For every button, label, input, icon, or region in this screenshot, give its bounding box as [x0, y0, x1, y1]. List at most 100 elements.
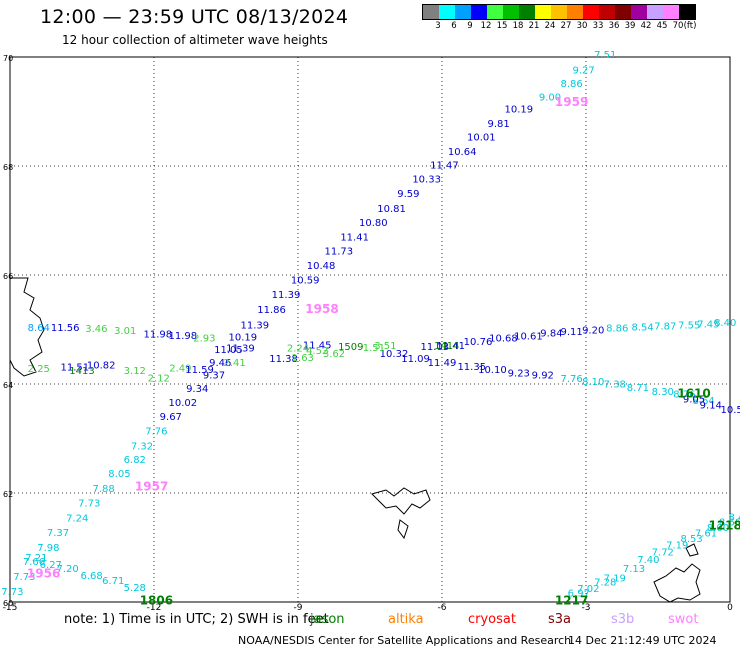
wave-height-value: 8.86	[560, 79, 582, 90]
wave-height-color-scale: 3 6 9 12 15 18 21 24 27 30 33 36 39 42 45 70 (ft)	[422, 4, 696, 33]
wave-height-value: 7.20	[56, 564, 78, 575]
wave-height-value: 7.72	[652, 548, 674, 559]
wave-height-value: 8.86	[606, 324, 628, 335]
wave-height-value: 11.98	[168, 331, 197, 342]
color-scale-label: 45	[656, 21, 668, 31]
wave-height-value: 10.19	[504, 105, 533, 116]
wave-height-value: 8.54	[632, 323, 654, 334]
wave-height-value: 7.28	[594, 578, 616, 589]
wave-height-value: 8.30	[652, 387, 674, 398]
wave-height-value: 6.27	[40, 560, 62, 571]
color-scale-label: 39	[624, 21, 636, 31]
wave-height-value: 3.62	[323, 349, 345, 360]
color-scale-label: 36	[608, 21, 620, 31]
footer-note: note: 1) Time is in UTC; 2) SWH is in fe…	[64, 612, 329, 627]
lon-label: -15	[3, 603, 18, 613]
wave-height-value: 11.73	[324, 246, 353, 257]
satellite-legend-swot: swot	[668, 612, 699, 627]
wave-height-value: 9.11	[560, 327, 582, 338]
wave-height-value: 6.82	[124, 455, 146, 466]
pass-time-label: 1957	[135, 479, 168, 493]
color-swatch	[439, 5, 455, 19]
color-scale-label: 30	[576, 21, 588, 31]
wave-height-value: 4.52	[306, 346, 328, 357]
color-scale-label: 27	[560, 21, 572, 31]
wave-height-value: 9.23	[508, 368, 530, 379]
wave-height-value: 9.34	[186, 384, 208, 395]
wave-height-value: 11.09	[401, 354, 430, 365]
color-scale-label: 12	[480, 21, 492, 31]
wave-height-value: 7.37	[47, 528, 69, 539]
wave-height-value: 11.39	[226, 343, 255, 354]
satellite-legend-s3a: s3a	[548, 612, 572, 627]
lon-label: -9	[294, 603, 303, 613]
wave-height-value: 10.76	[464, 337, 493, 348]
wave-height-value: 11.05	[214, 345, 243, 356]
wave-height-value: 9.92	[532, 371, 554, 382]
lat-label: 64	[3, 381, 13, 390]
wave-height-value: 8.53	[680, 534, 702, 545]
faroe-islands-coastline	[371, 487, 431, 540]
wave-height-value: 1.51	[363, 343, 385, 354]
wave-height-value: 7.40	[637, 555, 659, 566]
wave-height-value: 11.47	[430, 161, 459, 172]
wave-height-value: 1.63	[292, 353, 314, 364]
wave-height-value: 1414	[434, 341, 459, 352]
wave-height-value: 7.38	[604, 379, 626, 390]
wave-height-value: 7.87	[654, 322, 676, 333]
wave-height-value: 10.68	[489, 333, 518, 344]
wave-height-value: 11.59	[185, 365, 214, 376]
wave-height-value: 10.64	[448, 147, 477, 158]
wave-height-value: 11.38	[269, 354, 298, 365]
wave-height-value: 9.46	[209, 358, 231, 369]
wave-height-value: 7.02	[577, 584, 599, 595]
wave-height-value: 10.53	[720, 405, 740, 416]
lat-label: 62	[3, 490, 13, 499]
wave-height-value: 7.76	[560, 374, 582, 385]
shetland-coastline	[653, 543, 701, 603]
wave-height-value: 6.68	[80, 571, 102, 582]
color-swatch	[503, 5, 519, 19]
wave-height-value: 7.21	[25, 553, 47, 564]
wave-height-value: 7.61	[695, 529, 717, 540]
wave-height-value: 11.41	[340, 233, 369, 244]
wave-height-value: 11.39	[272, 290, 301, 301]
wave-height-value: 7.51	[594, 50, 616, 61]
wave-height-value: 2.93	[193, 333, 215, 344]
wave-height-value: 11.39	[240, 320, 269, 331]
wave-height-value: 2.25	[28, 364, 50, 375]
wave-height-value: 7.73	[78, 499, 100, 510]
wave-height-value: 1509	[338, 342, 363, 353]
lat-label: 66	[3, 272, 13, 281]
wave-height-value: 10.59	[291, 276, 320, 287]
color-scale-label: 3	[435, 21, 441, 31]
wave-height-value: 11.49	[428, 358, 457, 369]
color-scale-label: 70	[672, 21, 684, 31]
wave-height-value: 3.46	[85, 324, 107, 335]
color-swatch	[583, 5, 599, 19]
color-scale-label: 21	[528, 21, 540, 31]
wave-height-value: 7.73	[1, 587, 23, 598]
wave-height-value: 2.12	[148, 373, 170, 384]
color-swatch	[615, 5, 631, 19]
wave-height-value: 8.76	[673, 390, 695, 401]
wave-height-value: 8.64	[692, 396, 714, 407]
wave-height-value: 10.82	[87, 361, 116, 372]
color-swatch	[567, 5, 583, 19]
color-swatch	[487, 5, 503, 19]
wave-height-value: 3.01	[114, 326, 136, 337]
pass-time-label: 1610	[677, 387, 710, 401]
wave-height-value: 10.81	[377, 204, 406, 215]
wave-height-value: 10.01	[467, 132, 496, 143]
color-scale-labels: 3 6 9 12 15 18 21 24 27 30 33 36 39 42 45 70 (ft)	[422, 21, 696, 33]
color-swatch	[471, 5, 487, 19]
wave-height-value: 2.24	[287, 343, 309, 354]
color-scale-label: 6	[451, 21, 457, 31]
generated-timestamp: 14 Dec 21:12:49 UTC 2024	[568, 634, 717, 647]
lon-label: -6	[438, 603, 447, 613]
wave-height-value: 7.55	[678, 320, 700, 331]
lat-label: 60	[3, 599, 13, 608]
wave-height-value: 7.98	[37, 543, 59, 554]
wave-height-value: 7.13	[623, 564, 645, 575]
wave-height-value: 10.02	[168, 398, 197, 409]
